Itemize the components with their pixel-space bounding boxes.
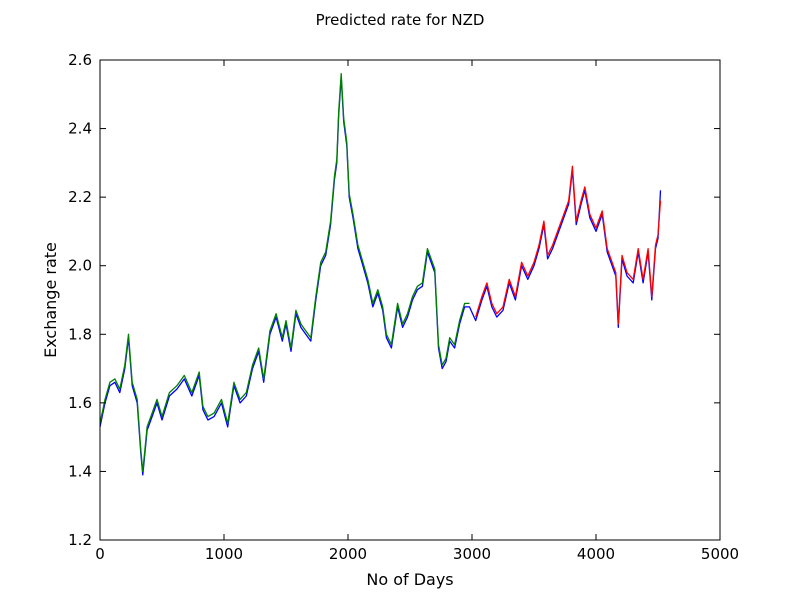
chart-title: Predicted rate for NZD <box>316 11 485 29</box>
x-tick-label: 1000 <box>205 545 243 563</box>
y-axis-ticks: 1.2 1.4 1.6 1.8 2.0 2.2 2.4 2.6 <box>68 51 720 549</box>
series-line-0 <box>99 76 662 476</box>
series-line-1 <box>99 73 470 473</box>
plot-area-frame <box>99 59 721 541</box>
x-tick-label: 2000 <box>329 545 367 563</box>
y-axis-label: Exchange rate <box>41 242 60 358</box>
y-tick-label: 2.0 <box>68 257 92 275</box>
y-tick-label: 1.6 <box>68 394 92 412</box>
series-layer <box>99 73 662 476</box>
y-tick-label: 2.2 <box>68 188 92 206</box>
y-tick-label: 2.6 <box>68 51 92 69</box>
series-line-2 <box>475 165 662 325</box>
y-tick-label: 1.4 <box>68 462 92 480</box>
x-tick-label: 0 <box>95 545 105 563</box>
x-axis-ticks: 0 1000 2000 3000 4000 5000 <box>95 60 739 563</box>
y-tick-label: 1.8 <box>68 325 92 343</box>
y-tick-label: 1.2 <box>68 531 92 549</box>
x-tick-label: 3000 <box>453 545 491 563</box>
x-tick-label: 5000 <box>701 545 739 563</box>
x-axis-label: No of Days <box>366 570 453 589</box>
y-tick-label: 2.4 <box>68 120 92 138</box>
x-tick-label: 4000 <box>577 545 615 563</box>
